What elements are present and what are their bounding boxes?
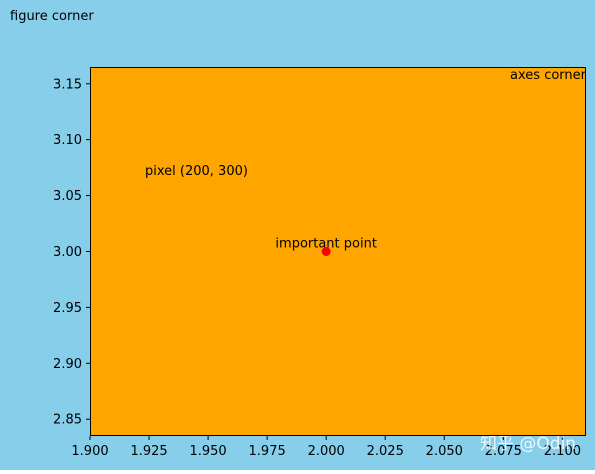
y-tick-label: 3.10 xyxy=(53,133,82,148)
data-points: important point xyxy=(275,237,377,256)
x-tick-label: 2.025 xyxy=(367,444,404,459)
pixel-label: pixel (200, 300) xyxy=(145,164,248,179)
axes-frame xyxy=(90,67,586,436)
data-point-label: important point xyxy=(275,237,377,252)
y-tick-label: 3.15 xyxy=(53,77,82,92)
y-tick-label: 3.05 xyxy=(53,189,82,204)
x-tick-label: 1.950 xyxy=(189,444,226,459)
y-tick-label: 2.90 xyxy=(53,357,82,372)
x-axis: 1.900 1.925 1.950 1.975 2.000 2.025 2.050 2.075… xyxy=(71,436,581,459)
x-tick-label: 2.000 xyxy=(308,444,345,459)
x-tick-label: 2.050 xyxy=(426,444,463,459)
axes-background xyxy=(90,67,586,436)
x-tick-label: 1.900 xyxy=(71,444,108,459)
y-tick-label: 3.00 xyxy=(53,245,82,260)
y-axis: 2.85 2.90 2.95 3.00 3.05 3.10 3.15 xyxy=(53,77,90,428)
figure-corner-label: figure corner xyxy=(10,9,94,24)
y-tick-label: 2.85 xyxy=(53,413,82,428)
x-tick-label: 1.975 xyxy=(249,444,286,459)
watermark: 知乎 @Odin xyxy=(480,434,576,454)
axes-corner-label: axes corner xyxy=(510,68,587,83)
data-point xyxy=(321,247,331,256)
x-tick-label: 2.100 xyxy=(544,444,581,459)
x-tick-label: 2.075 xyxy=(485,444,522,459)
x-tick-label: 1.925 xyxy=(130,444,167,459)
y-tick-label: 2.95 xyxy=(53,301,82,316)
